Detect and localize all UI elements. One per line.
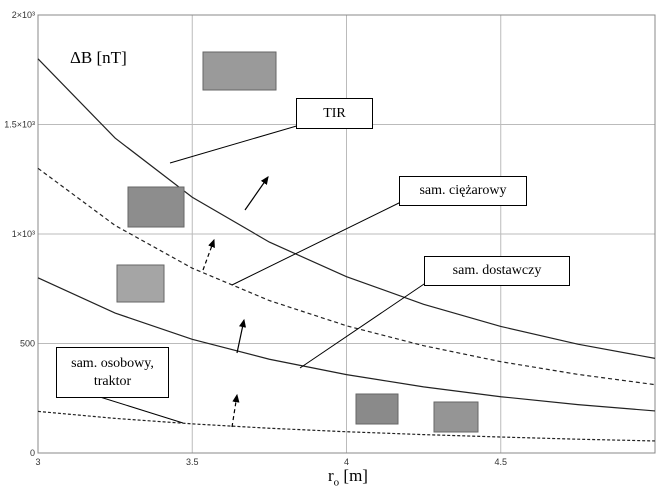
x-tick-label: 4 [344, 457, 349, 467]
arrow [231, 393, 240, 428]
x-label-sub: o [333, 476, 340, 489]
photo-tractor [355, 393, 399, 425]
photos [116, 51, 479, 433]
plot-frame [37, 14, 656, 454]
arrow [202, 238, 215, 271]
arrow [236, 318, 247, 354]
x-label-unit: [m] [343, 466, 368, 485]
leader-line [99, 396, 184, 424]
y-tick-label: 0 [30, 448, 35, 458]
photo-van [116, 264, 165, 303]
series-label: TIR [296, 98, 373, 129]
series-label: sam. dostawczy [424, 256, 570, 286]
x-label-base: r [328, 466, 334, 485]
leader-line [231, 199, 406, 286]
photo-truck [202, 51, 277, 91]
x-tick-label: 3.5 [186, 457, 199, 467]
series-line [37, 58, 656, 359]
y-tick-label: 2×10³ [12, 10, 35, 20]
arrow [244, 176, 269, 211]
x-tick-label: 3 [35, 457, 40, 467]
y-tick-label: 500 [20, 339, 35, 349]
x-axis-label: ro [m] [328, 466, 368, 488]
series-label: sam. ciężarowy [399, 176, 527, 206]
x-tick-label: 4.5 [494, 457, 507, 467]
leaders [99, 124, 431, 424]
y-axis-label: ΔB [nT] [70, 48, 127, 67]
series-line [37, 277, 656, 412]
photo-lorry [127, 186, 185, 228]
y-tick-label: 1.5×10³ [4, 120, 35, 130]
leader-line [299, 279, 431, 369]
leader-line [169, 124, 301, 164]
arrows [202, 176, 269, 428]
y-tick-label: 1×10³ [12, 229, 35, 239]
photo-car [433, 401, 479, 433]
series-label: sam. osobowy, traktor [56, 347, 169, 398]
